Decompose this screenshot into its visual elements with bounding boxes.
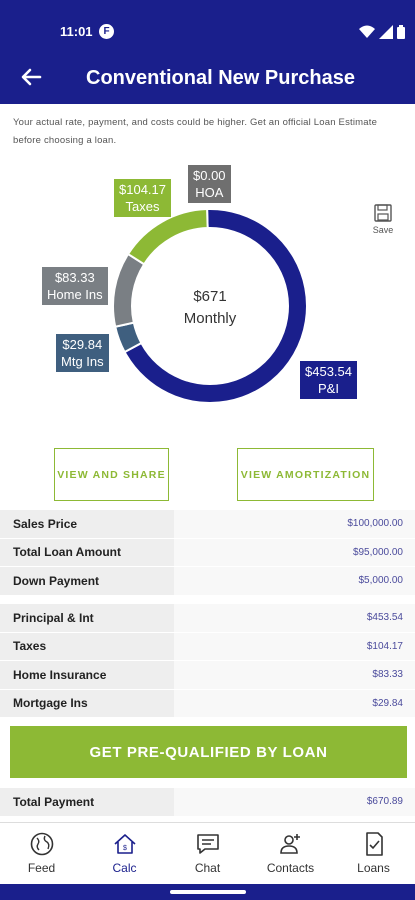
badge-hoa-label: HOA (195, 185, 224, 200)
row-label: Principal & Int (0, 604, 174, 632)
view-and-share-button[interactable]: VIEW AND SHARE (54, 448, 169, 501)
donut-slice-p-i (123, 208, 308, 404)
status-time: 11:01 (60, 24, 93, 39)
view-amortization-button[interactable]: VIEW AMORTIZATION (237, 448, 374, 501)
contacts-icon (279, 834, 300, 854)
globe-icon (30, 832, 53, 856)
row-value: $100,000.00 (174, 510, 415, 538)
status-icons (359, 24, 405, 40)
nav-chat[interactable]: Chat (166, 823, 249, 884)
home-indicator[interactable] (170, 890, 246, 894)
badge-mtg-ins-label: Mtg Ins (61, 354, 104, 369)
table-row: Home Insurance $83.33 (0, 661, 415, 690)
app-header: 11:01 F Conventional New Purchase (0, 0, 415, 104)
badge-pi-value: $453.54 (305, 364, 352, 379)
chat-icon (196, 834, 219, 854)
save-icon (374, 204, 392, 222)
row-label: Total Payment (0, 788, 174, 816)
row-value: $83.33 (174, 661, 415, 689)
notification-icon: F (99, 24, 114, 39)
badge-taxes-value: $104.17 (119, 182, 166, 197)
monthly-label: Monthly (183, 310, 237, 327)
table-row: Total Loan Amount $95,000.00 (0, 538, 415, 567)
table-row: Down Payment $5,000.00 (0, 567, 415, 596)
badge-home-ins: $83.33 Home Ins (41, 266, 109, 306)
badge-taxes-label: Taxes (125, 199, 160, 214)
nav-loans[interactable]: Loans (332, 823, 415, 884)
nav-label: Calc (112, 861, 137, 875)
pre-qualify-button[interactable]: GET PRE-QUALIFIED BY LOAN (10, 726, 407, 778)
nav-label: Chat (194, 861, 221, 875)
row-label: Taxes (0, 632, 174, 660)
nav-label: Contacts (266, 861, 315, 875)
donut-slice-taxes (126, 208, 209, 266)
nav-calc[interactable]: $ Calc (83, 823, 166, 884)
nav-label: Feed (27, 861, 56, 875)
back-arrow-icon[interactable] (18, 64, 44, 90)
badge-mtg-ins-value: $29.84 (62, 337, 103, 352)
row-value: $95,000.00 (174, 538, 415, 566)
row-label: Down Payment (0, 567, 174, 595)
table-row: Mortgage Ins $29.84 (0, 689, 415, 718)
donut-slice-home-ins (112, 252, 146, 328)
bottom-nav: Feed $ Calc Chat Contacts Loans (0, 822, 415, 884)
nav-feed[interactable]: Feed (0, 823, 83, 884)
total-payment-table: Total Payment $670.89 (0, 788, 415, 817)
row-label: Sales Price (0, 510, 174, 538)
monthly-total: $671 (193, 288, 227, 305)
save-button[interactable]: Save (367, 203, 399, 235)
row-value: $5,000.00 (174, 567, 415, 595)
row-label: Home Insurance (0, 661, 174, 689)
row-value: $453.54 (174, 604, 415, 632)
disclaimer-text: Your actual rate, payment, and costs cou… (13, 117, 378, 146)
signal-icon (379, 25, 393, 39)
badge-home-ins-label: Home Ins (47, 287, 103, 302)
row-value: $670.89 (174, 788, 415, 816)
nav-label: Loans (357, 861, 390, 875)
table-row: Principal & Int $453.54 (0, 604, 415, 633)
row-value: $104.17 (174, 632, 415, 660)
chart-center: $671 Monthly (170, 286, 250, 330)
row-label: Mortgage Ins (0, 689, 174, 717)
table-row: Total Payment $670.89 (0, 788, 415, 817)
badge-home-ins-value: $83.33 (54, 270, 95, 285)
badge-pi: $453.54 P&I (299, 360, 358, 400)
loan-summary-table: Sales Price $100,000.00 Total Loan Amoun… (0, 510, 415, 596)
table-row: Taxes $104.17 (0, 632, 415, 661)
loans-icon (365, 832, 383, 856)
payment-breakdown-table: Principal & Int $453.54 Taxes $104.17 Ho… (0, 604, 415, 718)
row-label: Total Loan Amount (0, 538, 174, 566)
save-label: Save (372, 225, 394, 235)
page-title: Conventional New Purchase (86, 67, 355, 89)
row-value: $29.84 (174, 689, 415, 717)
wifi-icon (359, 25, 375, 38)
svg-text:$: $ (123, 845, 127, 852)
badge-pi-label: P&I (318, 381, 339, 396)
home-calc-icon: $ (113, 834, 136, 854)
nav-contacts[interactable]: Contacts (249, 823, 332, 884)
payment-donut-chart (112, 208, 308, 404)
table-row: Sales Price $100,000.00 (0, 510, 415, 539)
badge-taxes: $104.17 Taxes (113, 178, 172, 218)
badge-hoa: $0.00 HOA (187, 164, 232, 204)
badge-hoa-value: $0.00 (193, 168, 226, 183)
battery-icon (397, 25, 405, 39)
badge-mtg-ins: $29.84 Mtg Ins (55, 333, 110, 373)
